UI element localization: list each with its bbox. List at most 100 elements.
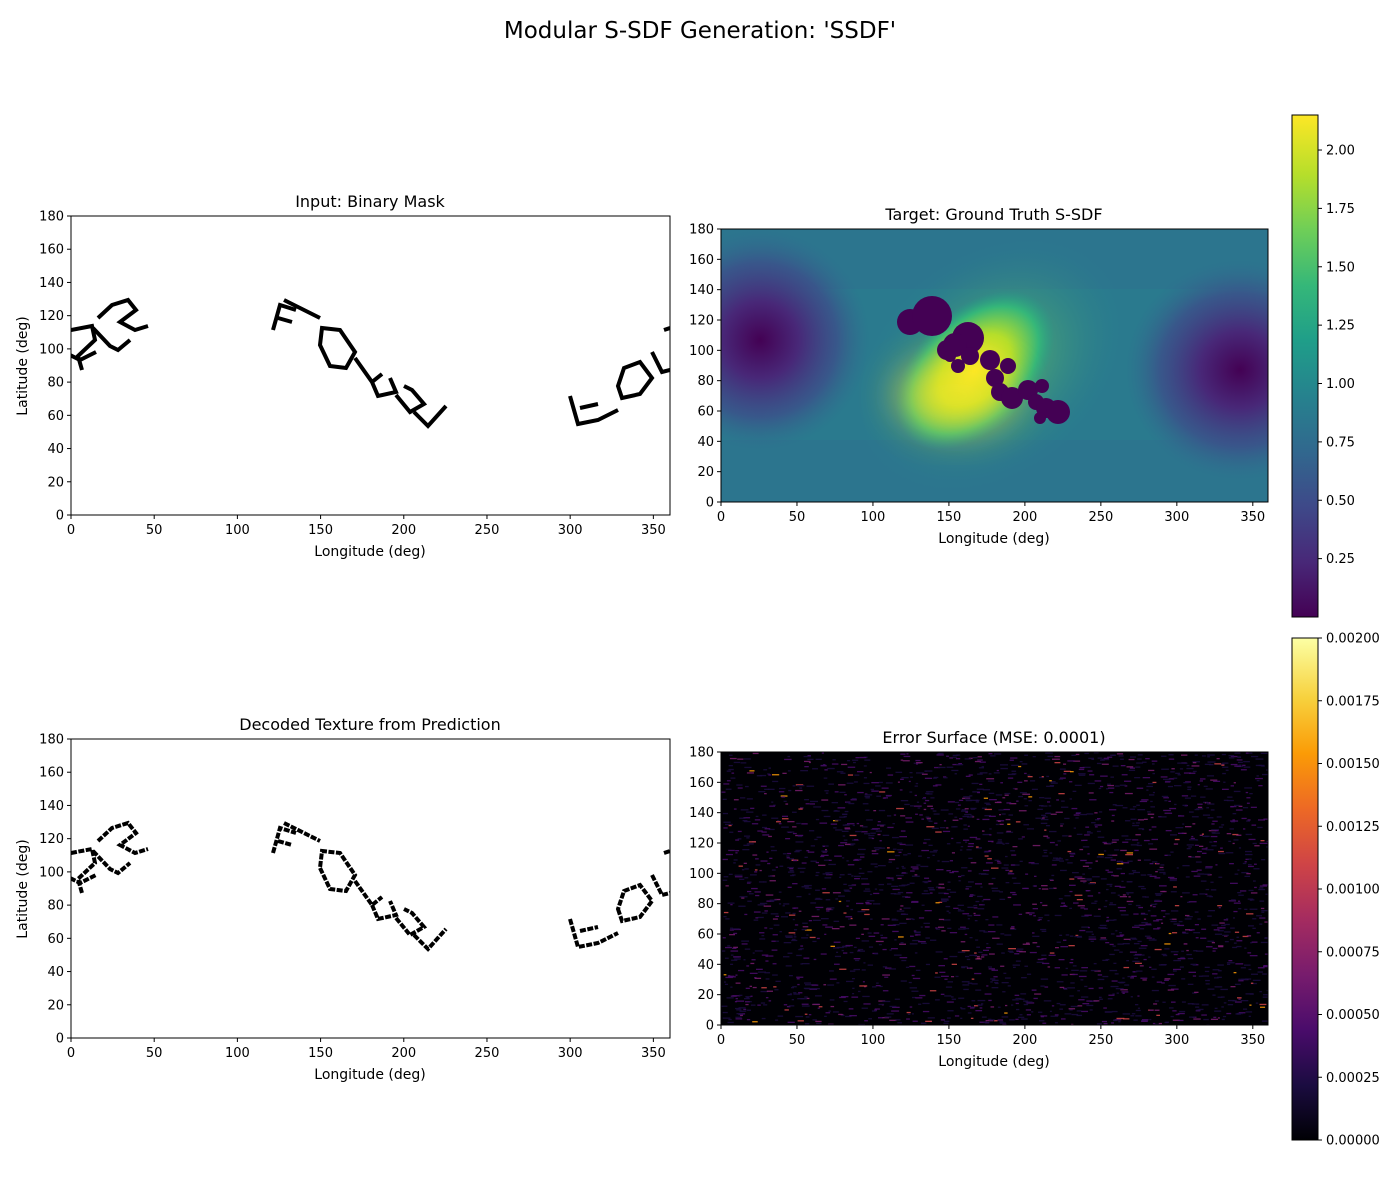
colorbar-tick-label: 0.00150 [1326,757,1380,772]
x-tick-label: 100 [225,523,250,538]
decoded-glyph [615,882,655,924]
y-tick-label: 20 [47,998,64,1013]
y-tick-label: 80 [697,374,714,389]
y-tick-label: 120 [689,314,714,329]
x-tick-label: 100 [861,1033,886,1048]
y-tick-label: 0 [706,496,714,511]
error-colorbar: 0.00000 0.00025 0.00050 0.00075 0.00100 0.001… [1291,632,1380,1149]
y-tick-label: 180 [39,733,64,748]
colorbar-tick-label: 0.75 [1326,435,1355,450]
colorbar-tick-label: 1.75 [1326,202,1355,217]
target-ticks: 0 50 100 150 200 250 300 350 0 20 40 60 80 100 120 140 1… [689,223,1265,526]
x-tick-label: 150 [937,1033,962,1048]
x-tick-label: 250 [1088,1033,1113,1048]
error-colorbar-ticks: 0.00000 0.00025 0.00050 0.00075 0.00100 0.001… [1318,632,1380,1149]
target-panel: Target: Ground Truth S-SDF Longitude (de… [689,205,1269,547]
y-tick-label: 40 [47,965,64,980]
y-tick-label: 0 [706,1019,714,1034]
colorbar-tick-label: 0.00050 [1326,1008,1380,1023]
x-tick-label: 50 [146,1046,163,1061]
y-tick-label: 160 [39,766,64,781]
x-tick-label: 200 [391,1046,416,1061]
colorbar-tick-label: 2.00 [1326,144,1355,159]
y-tick-label: 140 [39,799,64,814]
decoded-glyph [353,879,399,922]
mask-glyph [71,350,97,363]
y-tick-label: 80 [47,376,64,391]
mask-glyph [317,325,358,371]
colorbar-tick-label: 0.25 [1326,552,1355,567]
decoded-title: Decoded Texture from Prediction [239,715,500,734]
y-tick-label: 0 [56,509,64,524]
y-tick-label: 100 [689,344,714,359]
mask-glyph [353,356,399,399]
x-tick-label: 250 [475,523,500,538]
colorbar-tick-label: 0.00025 [1326,1071,1380,1086]
x-tick-label: 350 [641,1046,666,1061]
x-tick-label: 0 [717,510,725,525]
decoded-glyph [91,849,132,876]
y-tick-label: 100 [39,342,64,357]
decoded-xlabel: Longitude (deg) [314,1067,425,1083]
y-tick-label: 80 [697,897,714,912]
y-tick-label: 120 [39,309,64,324]
y-tick-label: 180 [39,210,64,225]
mask-xlabel: Longitude (deg) [314,544,425,560]
y-tick-label: 40 [697,435,714,450]
y-tick-label: 0 [56,1032,64,1047]
y-tick-label: 160 [689,776,714,791]
mask-glyph [96,297,149,333]
decoded-plot-area [71,739,670,1038]
y-tick-label: 140 [39,276,64,291]
mask-ticks: 0 50 100 150 200 250 300 350 0 20 40 60 80 100 120 140 1… [39,210,666,539]
y-tick-label: 180 [689,223,714,238]
mask-axes-frame [70,215,671,516]
mask-glyph [650,326,670,375]
decoded-glyph [650,849,670,898]
mask-title: Input: Binary Mask [295,192,445,211]
decoded-glyph [568,918,619,950]
x-tick-label: 200 [1012,1033,1037,1048]
x-tick-label: 50 [789,510,806,525]
y-tick-label: 100 [39,865,64,880]
y-tick-label: 60 [697,928,714,943]
x-tick-label: 100 [861,510,886,525]
figure-title: Modular S-SDF Generation: 'SSDF' [503,18,897,44]
error-axes-frame [720,751,1269,1026]
x-tick-label: 350 [1240,510,1265,525]
target-colorbar: 0.25 0.50 0.75 1.00 1.25 1.50 1.75 2.00 [1291,114,1355,618]
mask-glyph [615,359,655,401]
decoded-glyphs [71,820,670,952]
colorbar-tick-label: 0.00000 [1326,1134,1380,1149]
x-tick-label: 0 [717,1033,725,1048]
colorbar-tick-label: 1.00 [1326,377,1355,392]
y-tick-label: 60 [697,405,714,420]
x-tick-label: 150 [937,510,962,525]
y-tick-label: 40 [697,958,714,973]
colorbar-tick-label: 0.00075 [1326,945,1380,960]
viridis-colorbar [1291,114,1319,618]
error-title: Error Surface (MSE: 0.0001) [882,728,1105,747]
x-tick-label: 0 [67,1046,75,1061]
inferno-colorbar [1291,637,1319,1141]
x-tick-label: 150 [308,1046,333,1061]
decoded-glyph [71,873,97,886]
target-xlabel: Longitude (deg) [938,531,1049,547]
x-tick-label: 50 [789,1033,806,1048]
y-tick-label: 160 [689,253,714,268]
error-xlabel: Longitude (deg) [938,1054,1049,1070]
x-tick-label: 200 [1012,510,1037,525]
x-tick-label: 250 [1088,510,1113,525]
x-tick-label: 100 [225,1046,250,1061]
mask-plot-area [71,216,670,515]
target-field [721,229,1268,502]
target-zero-region [897,296,1070,424]
y-tick-label: 120 [689,837,714,852]
mask-glyph [271,298,321,331]
mask-glyph [568,395,619,427]
decoded-glyph [96,820,149,856]
x-tick-label: 350 [641,523,666,538]
colorbar-tick-label: 0.50 [1326,494,1355,509]
x-tick-label: 350 [1240,1033,1265,1048]
